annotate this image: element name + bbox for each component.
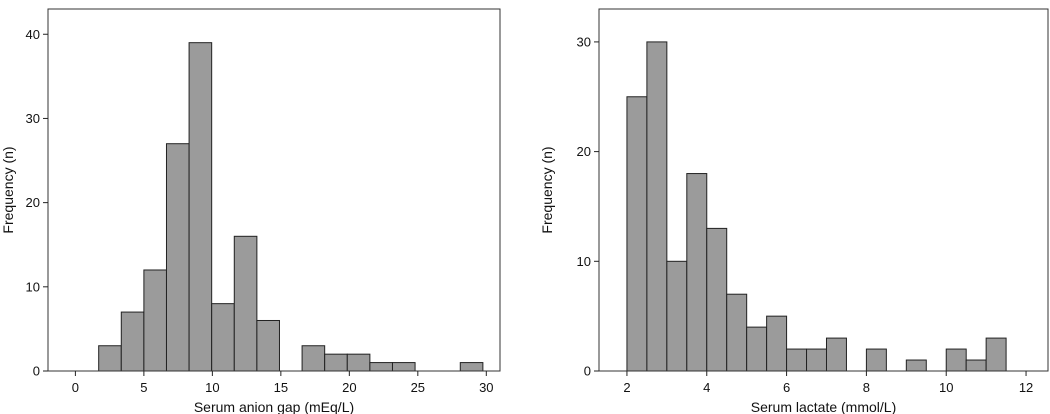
y-tick-label: 30 <box>26 111 40 126</box>
y-tick-label: 10 <box>577 254 591 269</box>
x-tick-label: 12 <box>1019 380 1033 395</box>
x-tick-label: 2 <box>623 380 630 395</box>
histogram-bar <box>945 348 967 372</box>
x-tick-label: 5 <box>140 380 147 395</box>
histogram-bar <box>985 337 1007 372</box>
y-tick-label: 0 <box>33 364 40 379</box>
y-tick-label: 0 <box>584 364 591 379</box>
histogram-bar <box>746 326 768 372</box>
histogram-bar <box>786 348 808 372</box>
y-tick-label: 10 <box>26 279 40 294</box>
histogram-bar <box>143 269 167 372</box>
histogram-bar <box>301 345 326 372</box>
x-tick-label: 30 <box>479 380 493 395</box>
histogram-bar <box>766 315 788 372</box>
x-tick-label: 20 <box>342 380 356 395</box>
histogram-bar <box>459 362 484 372</box>
histogram-bar <box>211 303 235 372</box>
histogram-bar <box>905 359 927 372</box>
histogram-bar <box>865 348 887 372</box>
histogram-bar <box>686 173 708 372</box>
histogram-bar <box>98 345 122 372</box>
anion-gap-histogram: 0 5 10 15 20 25 30 0 10 20 30 40 Serum anion gap (mE… <box>0 8 501 414</box>
histogram-bar <box>965 359 987 372</box>
x-tick-label: 0 <box>72 380 79 395</box>
histogram-bar <box>626 96 648 372</box>
histogram-bar <box>188 42 213 372</box>
y-axis-title: Frequency (n) <box>539 146 555 233</box>
x-tick-label: 15 <box>274 380 288 395</box>
histogram-bar <box>806 348 827 372</box>
histogram-bar <box>256 319 280 372</box>
y-tick-label: 20 <box>577 144 591 159</box>
x-axis-title: Serum lactate (mmol/L) <box>751 399 896 414</box>
histogram-bar <box>666 260 688 372</box>
histogram-bar <box>346 353 371 372</box>
plot-frame <box>47 8 501 372</box>
histogram-bar <box>165 143 190 372</box>
y-tick-label: 20 <box>26 195 40 210</box>
lactate-histogram: 2 4 6 8 10 12 0 10 20 30 Serum lactate (mmol/L) Fre… <box>539 8 1049 414</box>
x-tick-label: 25 <box>411 380 425 395</box>
histogram-bar <box>120 311 145 372</box>
y-tick-label: 40 <box>26 27 40 42</box>
histogram-bar <box>706 227 728 372</box>
x-axis-title: Serum anion gap (mEq/L) <box>194 399 354 414</box>
x-tick-label: 4 <box>703 380 710 395</box>
y-axis-title: Frequency (n) <box>0 146 16 233</box>
x-tick-label: 10 <box>939 380 953 395</box>
histogram-bar <box>825 337 847 372</box>
plot-frame <box>598 8 1049 372</box>
y-tick-label: 30 <box>577 34 591 49</box>
histogram-bar <box>233 235 258 372</box>
histogram-bar <box>646 41 668 372</box>
x-tick-label: 6 <box>783 380 790 395</box>
x-tick-label: 10 <box>205 380 219 395</box>
histogram-bar <box>324 353 348 372</box>
histogram-bar <box>391 362 416 372</box>
x-tick-label: 8 <box>863 380 870 395</box>
histogram-bar <box>726 293 748 372</box>
histogram-bar <box>369 362 393 372</box>
